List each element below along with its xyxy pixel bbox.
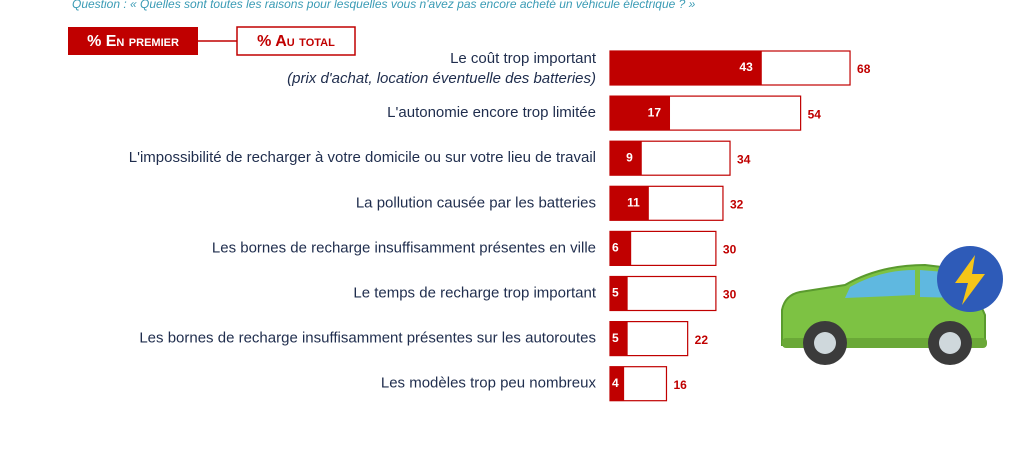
value-label: 6 [612, 241, 619, 255]
category-note: (prix d'achat, location éventuelle des b… [287, 70, 596, 87]
legend-label: % Au total [257, 33, 335, 50]
bar-first [610, 321, 628, 356]
category-label: Le coût trop important [450, 50, 597, 67]
bar-first [610, 51, 762, 85]
value-label: 9 [626, 150, 633, 164]
car-illustration [781, 246, 1003, 365]
value-label: 5 [612, 286, 619, 300]
category-label: La pollution causée par les batteries [356, 194, 596, 211]
value-label: 32 [730, 197, 744, 211]
bar-first [610, 366, 625, 401]
legend-label: % En premier [87, 33, 179, 50]
value-label: 17 [648, 105, 662, 119]
value-label: 5 [612, 331, 619, 345]
value-label: 4 [612, 376, 619, 390]
category-label: Les bornes de recharge insuffisamment pr… [212, 239, 596, 256]
bar-first [610, 96, 671, 131]
value-label: 54 [808, 107, 822, 121]
value-label: 30 [723, 288, 737, 302]
legend-swatch [68, 27, 198, 55]
value-label: 22 [695, 333, 709, 347]
category-label: L'autonomie encore trop limitée [387, 104, 596, 121]
value-label: 11 [627, 195, 640, 209]
value-label: 16 [673, 378, 687, 392]
chart-title: Question : « Quelles sont toutes les rai… [72, 0, 696, 11]
value-label: 34 [737, 152, 751, 166]
value-label: 68 [857, 62, 871, 76]
value-label: 43 [739, 60, 753, 74]
value-label: 30 [723, 243, 737, 257]
category-label: Les modèles trop peu nombreux [381, 375, 597, 392]
bar-first [610, 231, 632, 266]
category-label: Le temps de recharge trop important [353, 284, 596, 301]
bar-first [610, 186, 649, 221]
category-label: L'impossibilité de recharger à votre dom… [129, 149, 596, 166]
legend-swatch [236, 26, 356, 56]
category-label: Les bornes de recharge insuffisamment pr… [139, 330, 596, 347]
bar-first [610, 276, 628, 311]
bar-first [610, 141, 642, 176]
